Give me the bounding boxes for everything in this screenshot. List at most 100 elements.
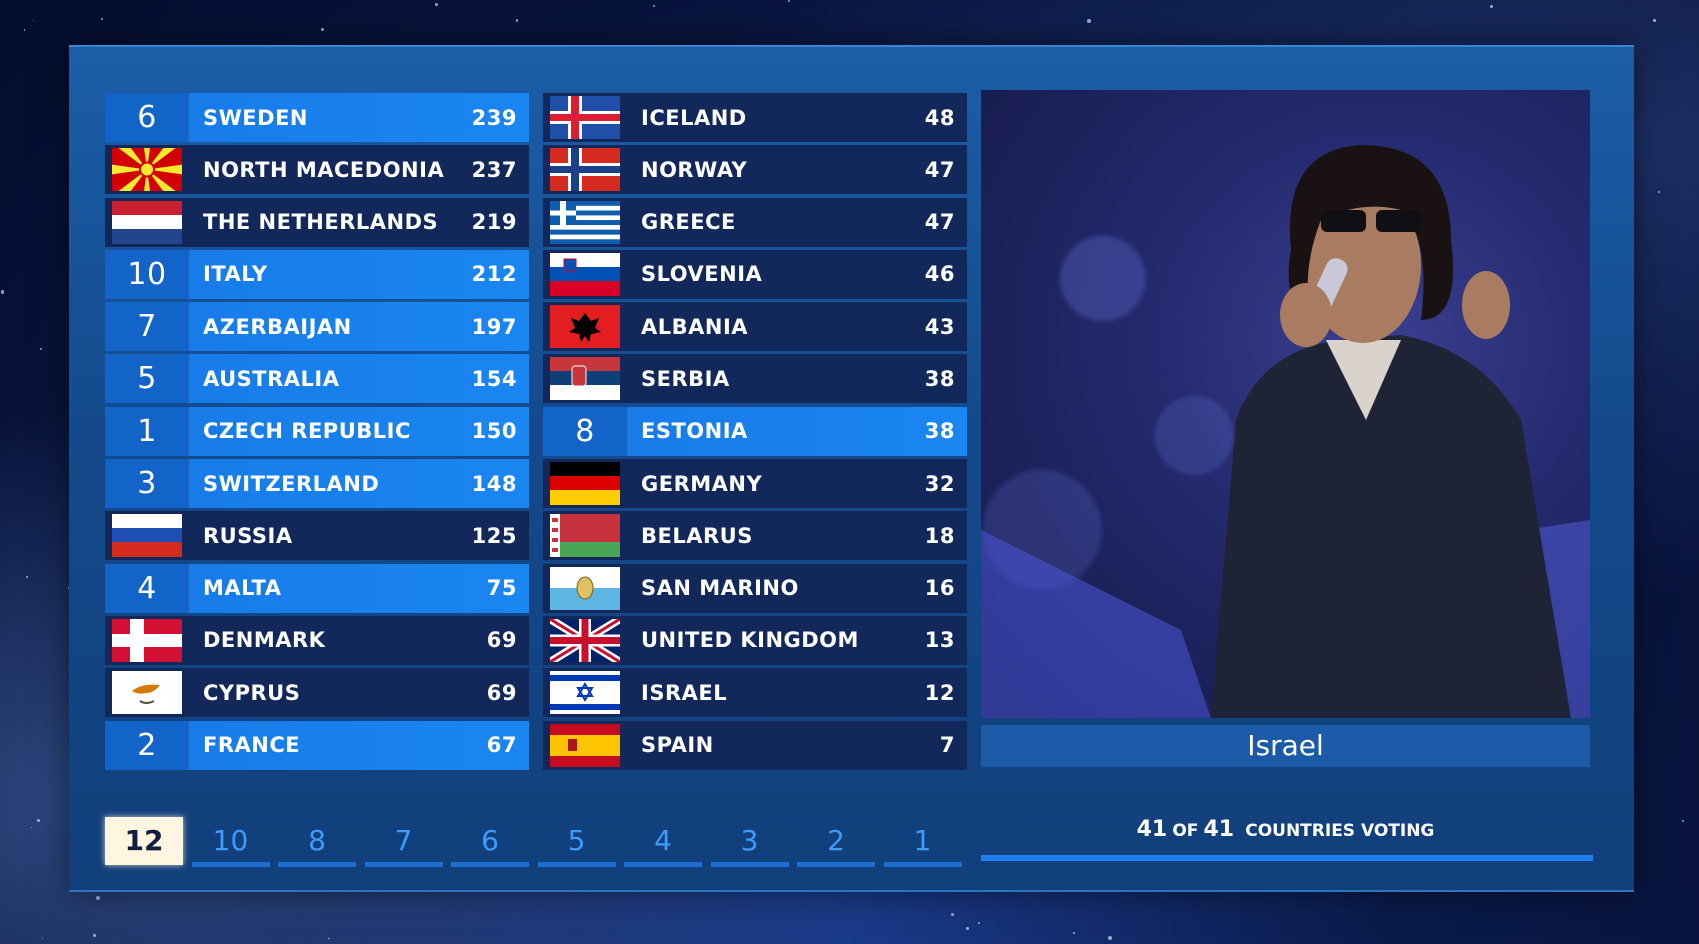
cyprus-flag-icon <box>112 671 182 714</box>
north-macedonia-flag-icon <box>112 148 182 191</box>
country-name: AUSTRALIA <box>189 367 447 391</box>
country-name: MALTA <box>189 576 447 600</box>
country-points: 237 <box>447 158 529 182</box>
scoreboard-row: BELARUS 18 <box>543 511 967 560</box>
voting-status: 41 OF 41 COUNTRIES VOTING <box>981 817 1590 842</box>
scoreboard-row: GREECE 47 <box>543 198 967 247</box>
star-decoration <box>978 922 980 924</box>
voting-of-label: OF <box>1172 821 1198 841</box>
star-decoration <box>96 896 100 900</box>
star-decoration <box>1658 191 1660 193</box>
scoreboard-row: NORTH MACEDONIA 237 <box>105 145 529 194</box>
points-value-3: 3 <box>711 817 789 865</box>
country-points: 38 <box>885 419 967 443</box>
points-awarded-badge: 10 <box>105 250 189 299</box>
country-points: 69 <box>447 628 529 652</box>
country-name: SWITZERLAND <box>189 472 447 496</box>
country-name: ITALY <box>189 262 447 286</box>
country-points: 47 <box>885 210 967 234</box>
performer-video <box>981 90 1590 718</box>
scoreboard-row: NORWAY 47 <box>543 145 967 194</box>
spain-flag-icon <box>550 724 620 767</box>
country-points: 239 <box>447 106 529 130</box>
scoreboard-left-column: 6 SWEDEN 239 NORTH MACEDONIA 237 THE NETHERLA… <box>105 93 529 773</box>
star-decoration <box>1 290 4 293</box>
performer-figure <box>981 90 1590 718</box>
scoreboard-row: CYPRUS 69 <box>105 668 529 717</box>
country-name: ESTONIA <box>627 419 885 443</box>
country-name: SPAIN <box>627 733 885 757</box>
points-value-10: 10 <box>192 817 270 865</box>
star-decoration <box>435 3 437 5</box>
country-points: 46 <box>885 262 967 286</box>
belarus-flag-icon <box>550 514 620 557</box>
scoreboard-row: UNITED KINGDOM 13 <box>543 616 967 665</box>
scoreboard-row: 2 FRANCE 67 <box>105 721 529 770</box>
country-points: 16 <box>885 576 967 600</box>
star-decoration <box>1653 19 1655 21</box>
country-name: BELARUS <box>627 524 885 548</box>
country-name: CZECH REPUBLIC <box>189 419 447 443</box>
scoreboard-row: GERMANY 32 <box>543 459 967 508</box>
points-value-12: 12 <box>105 817 183 865</box>
star-decoration <box>37 819 40 822</box>
star-decoration <box>101 18 103 20</box>
country-name: SERBIA <box>627 367 885 391</box>
star-decoration <box>321 28 324 31</box>
star-decoration <box>24 29 25 30</box>
points-awarded-badge: 3 <box>105 459 189 508</box>
united-kingdom-flag-icon <box>550 619 620 662</box>
star-decoration <box>516 19 518 21</box>
country-name: SLOVENIA <box>627 262 885 286</box>
star-decoration <box>42 938 43 939</box>
points-value-5: 5 <box>538 817 616 865</box>
star-decoration <box>40 348 42 350</box>
country-name: NORWAY <box>627 158 885 182</box>
scoreboard-row: SERBIA 38 <box>543 354 967 403</box>
country-points: 48 <box>885 106 967 130</box>
country-name: DENMARK <box>189 628 447 652</box>
star-decoration <box>1490 5 1493 8</box>
points-value-7: 7 <box>365 817 443 865</box>
russia-flag-icon <box>112 514 182 557</box>
country-name: GERMANY <box>627 472 885 496</box>
country-name: UNITED KINGDOM <box>627 628 885 652</box>
scoreboard-row: 8 ESTONIA 38 <box>543 407 967 456</box>
country-points: 212 <box>447 262 529 286</box>
points-value-1: 1 <box>884 817 962 865</box>
star-decoration <box>1073 932 1075 934</box>
star-decoration <box>33 20 34 21</box>
country-points: 125 <box>447 524 529 548</box>
points-awarded-badge: 7 <box>105 302 189 351</box>
country-points: 150 <box>447 419 529 443</box>
scoreboard-row: 3 SWITZERLAND 148 <box>105 459 529 508</box>
country-name: ISRAEL <box>627 681 885 705</box>
voting-total: 41 <box>1204 817 1235 842</box>
greece-flag-icon <box>550 201 620 244</box>
voting-progress-bar <box>981 855 1593 861</box>
scoreboard-row: DENMARK 69 <box>105 616 529 665</box>
scoreboard-right-column: ICELAND 48 NORWAY 47 GREECE 47 SLOVENIA 46 ALBAN… <box>543 93 967 773</box>
star-decoration <box>788 0 790 2</box>
scoreboard-row: SLOVENIA 46 <box>543 250 967 299</box>
country-points: 32 <box>885 472 967 496</box>
points-value-8: 8 <box>278 817 356 865</box>
scoreboard-row: 1 CZECH REPUBLIC 150 <box>105 407 529 456</box>
norway-flag-icon <box>550 148 620 191</box>
scoreboard-row: SPAIN 7 <box>543 721 967 770</box>
country-name: CYPRUS <box>189 681 447 705</box>
serbia-flag-icon <box>550 357 620 400</box>
scoreboard-row: ALBANIA 43 <box>543 302 967 351</box>
country-name: RUSSIA <box>189 524 447 548</box>
denmark-flag-icon <box>112 619 182 662</box>
voting-label: COUNTRIES VOTING <box>1245 821 1434 841</box>
star-decoration <box>93 934 95 936</box>
israel-flag-icon <box>550 671 620 714</box>
star-decoration <box>966 927 970 931</box>
netherlands-flag-icon <box>112 201 182 244</box>
scoreboard-row: 4 MALTA 75 <box>105 564 529 613</box>
country-name: AZERBAIJAN <box>189 315 447 339</box>
scoreboard-row: SAN MARINO 16 <box>543 564 967 613</box>
country-points: 75 <box>447 576 529 600</box>
country-name: SAN MARINO <box>627 576 885 600</box>
